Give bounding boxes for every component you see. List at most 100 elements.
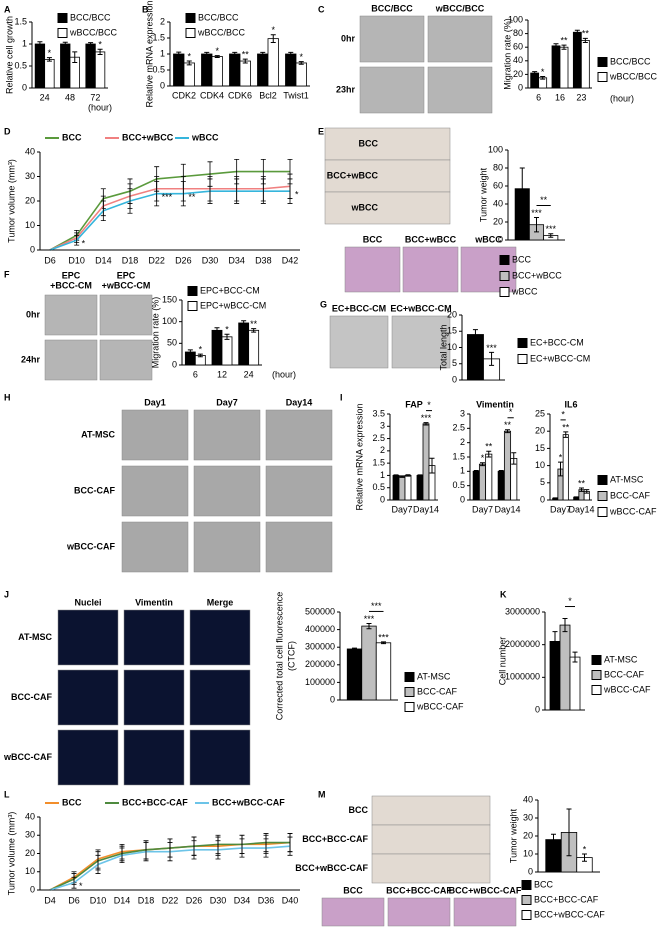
x-tick-label: CDK2 <box>172 90 196 100</box>
y-axis-label: Tumor weight <box>508 808 518 863</box>
y-tick-label: 2.5 <box>452 423 465 433</box>
bar <box>238 322 250 366</box>
y-tick-label: 25 <box>535 408 545 418</box>
legend-label: AT-MSC <box>604 654 638 664</box>
x-tick-label: D14 <box>95 255 112 265</box>
histology-photo <box>402 246 459 293</box>
y-axis-label: Corrected total cell fluorescence <box>274 592 284 721</box>
error-bar <box>288 51 294 57</box>
legend-swatch <box>187 286 198 296</box>
y-tick-label: 2 <box>380 445 385 455</box>
bar <box>239 60 251 87</box>
error-bar <box>191 840 197 860</box>
significance: *** <box>364 614 375 624</box>
photo <box>359 15 425 63</box>
bar <box>201 53 213 87</box>
significance: ** <box>250 319 258 329</box>
photo <box>359 66 425 114</box>
error-bar <box>287 836 293 856</box>
x-tick-label: D4 <box>44 895 56 905</box>
y-tick-label: 30 <box>25 171 35 181</box>
y-tick-label: 1.5 <box>152 32 165 42</box>
bar <box>562 434 569 501</box>
legend-swatch <box>185 13 196 23</box>
x-tick-label: D38 <box>255 255 272 265</box>
error-bar <box>197 353 203 358</box>
bar <box>346 648 363 701</box>
photo <box>371 853 491 884</box>
bar <box>422 423 430 501</box>
panel-letter: H <box>4 392 11 402</box>
bar <box>211 56 223 87</box>
y-tick-label: 2.5 <box>372 433 385 443</box>
legend-label: BCC-CAF <box>604 669 645 679</box>
significance: ** <box>504 420 512 430</box>
bracket-label: * <box>561 409 565 419</box>
y-tick-label: 0 <box>518 82 523 92</box>
legend-swatch <box>499 271 510 281</box>
error-bar <box>498 469 504 473</box>
error-bar <box>74 234 80 246</box>
legend-label: EC+wBCC-CM <box>530 353 590 363</box>
error-bar <box>489 351 495 366</box>
y-tick-label: 20 <box>25 848 35 858</box>
y-tick-label: 0.5 <box>152 64 165 74</box>
error-bar <box>584 489 590 494</box>
error-bar <box>473 469 479 473</box>
photo <box>427 15 493 63</box>
error-bar <box>97 48 103 56</box>
bar <box>559 46 569 89</box>
legend-swatch <box>591 655 602 665</box>
significance: * <box>583 844 587 854</box>
legend-swatch <box>597 72 608 82</box>
error-bar <box>100 200 106 221</box>
legend-label: wBCC-CAF <box>609 506 657 516</box>
significance: * <box>98 40 102 50</box>
error-bar <box>579 487 584 492</box>
photo <box>193 465 261 517</box>
legend-label: BCC+BCC-CAF <box>122 797 188 807</box>
row-label: BCC <box>349 805 369 815</box>
error-bar <box>176 51 182 57</box>
photo <box>44 339 98 381</box>
error-bar <box>472 329 478 340</box>
photo <box>57 669 119 726</box>
y-axis-label: Migration rate (%) <box>502 18 512 90</box>
significance: ** <box>242 49 250 59</box>
y-tick-label: 100 <box>508 14 523 24</box>
histology-label: BCC+wBCC-CAF <box>449 885 522 895</box>
legend-label: BCC <box>534 879 554 889</box>
bar <box>94 51 106 89</box>
column-label: Nuclei <box>74 597 101 607</box>
column-label: Merge <box>207 597 234 607</box>
bracket-label: ** <box>540 195 548 205</box>
column-label: EC+wBCC-CM <box>390 303 451 313</box>
y-tick-label: 1000000 <box>505 672 540 682</box>
error-bar <box>563 431 569 438</box>
y-tick-label: 60 <box>513 42 523 52</box>
row-label: wBCC-CAF <box>66 541 115 551</box>
x-tick-label: 12 <box>217 369 227 379</box>
column-label: Vimentin <box>135 597 173 607</box>
error-bar <box>393 474 399 477</box>
error-bar <box>95 854 101 874</box>
line <box>49 185 291 251</box>
x-tick-label: D10 <box>68 255 85 265</box>
x-tick-label: D22 <box>162 895 179 905</box>
error-bar <box>260 178 266 204</box>
bar <box>551 45 561 89</box>
legend-label: wBCC/BCC <box>609 71 658 81</box>
legend-label: BCC/BCC <box>610 56 651 66</box>
bar <box>559 624 571 711</box>
row-label: wBCC-CAF <box>3 752 52 762</box>
error-bar <box>558 461 563 477</box>
y-tick-label: 100 <box>488 144 503 154</box>
x-tick-label: 24 <box>244 369 254 379</box>
legend-swatch <box>591 670 602 680</box>
x-axis-label: (hour) <box>88 102 112 112</box>
histology-label: BCC <box>343 885 363 895</box>
error-bar <box>511 452 517 465</box>
significance: * <box>82 239 86 249</box>
error-bar <box>534 217 539 233</box>
x-tick-label: D36 <box>258 895 275 905</box>
